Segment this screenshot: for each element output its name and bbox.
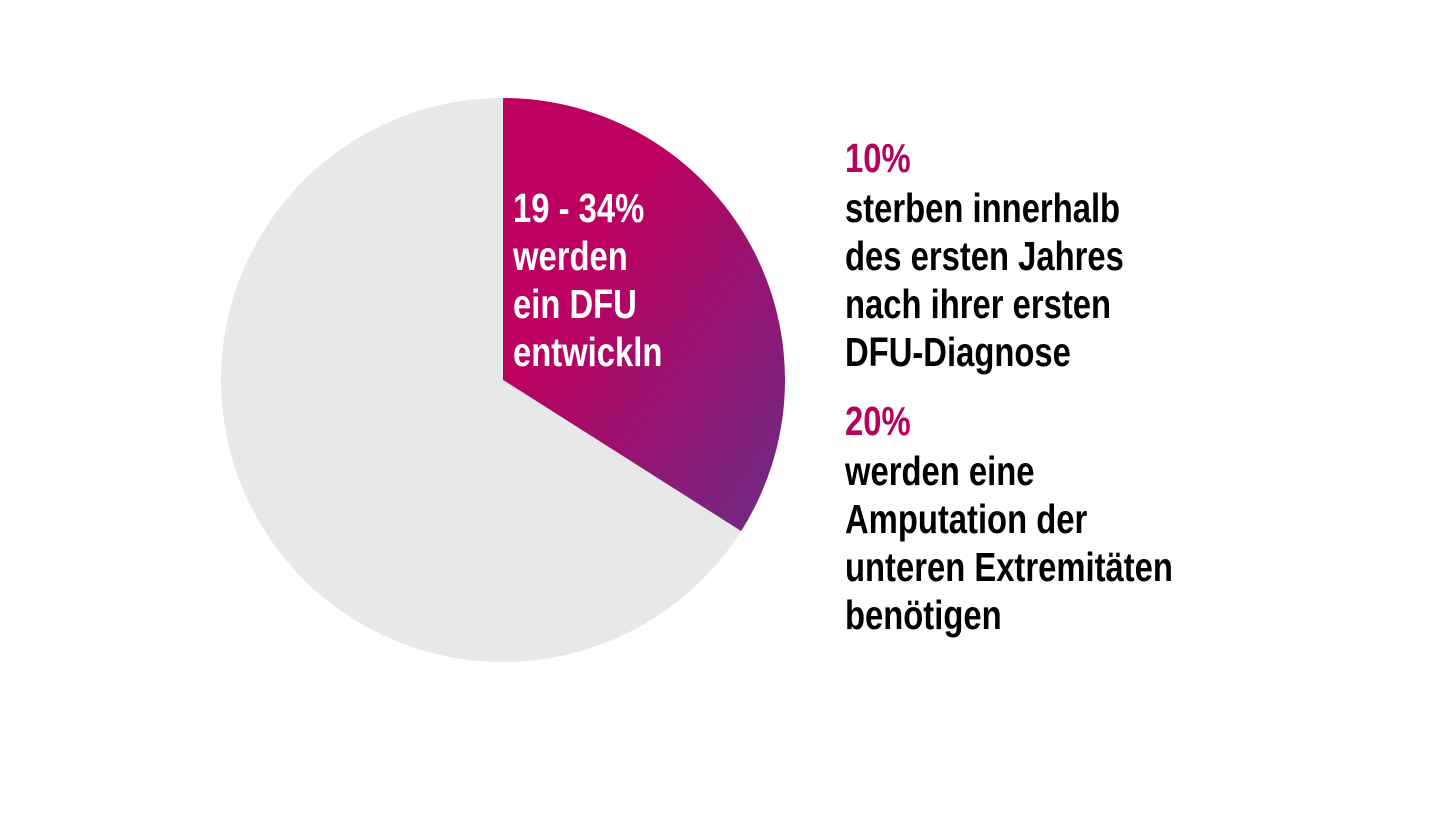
slice-label: ein DFU (513, 280, 637, 326)
annotation-text: werden eine (844, 447, 1034, 493)
annotation-text: des ersten Jahres (845, 232, 1124, 278)
slice-label: werden (512, 232, 628, 278)
annotation-text: sterben innerhalb (845, 184, 1120, 230)
slice-label: entwickln (513, 328, 662, 374)
annotation-headline: 20% (845, 397, 911, 443)
annotation-text: nach ihrer ersten (845, 280, 1111, 326)
pie-slice (503, 98, 785, 532)
annotation-text: benötigen (845, 591, 1002, 637)
annotation-headline: 10% (845, 134, 911, 180)
pie-slice (220, 98, 742, 663)
annotation-text: unteren Extremitäten (845, 543, 1173, 589)
slice-label: 19 - 34% (513, 184, 644, 230)
annotation-text: Amputation der (845, 495, 1087, 541)
annotation-text: DFU-Diagnose (845, 328, 1071, 374)
